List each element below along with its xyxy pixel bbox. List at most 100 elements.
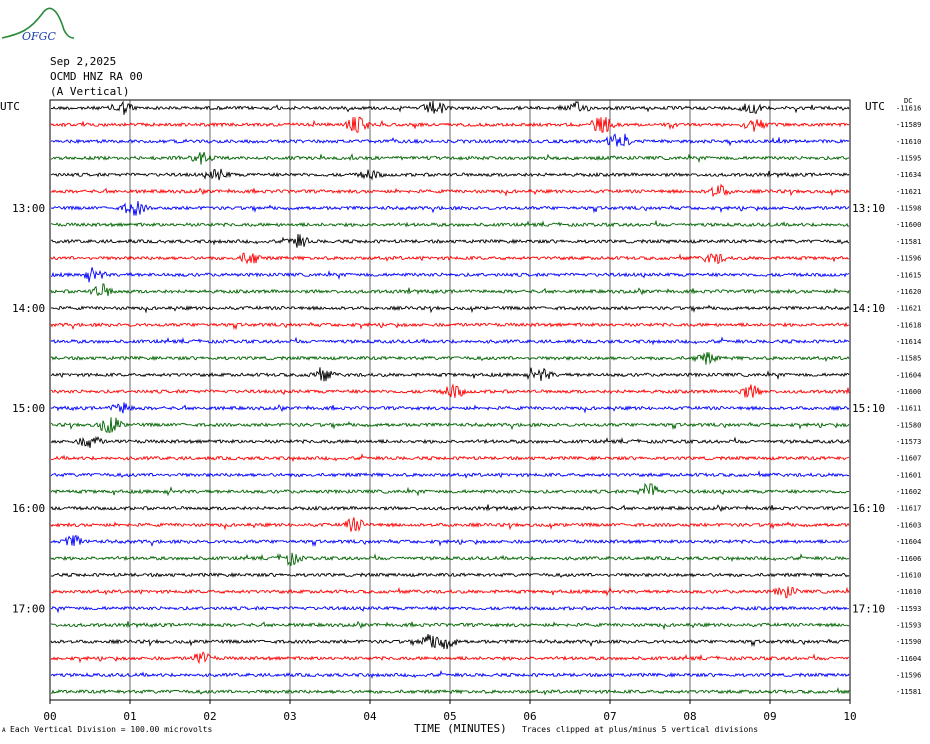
dc-offset-label: -11616: [896, 105, 921, 113]
dc-offset-label: -11621: [896, 188, 921, 196]
dc-offset-label: -11634: [896, 171, 921, 179]
dc-offset-header: DC: [904, 97, 913, 105]
trace-row-14: [50, 336, 850, 346]
trace-row-11: [50, 283, 850, 297]
time-label-left: 17:00: [12, 602, 45, 615]
time-label-left: 14:00: [12, 302, 45, 315]
dc-offset-label: -11603: [896, 521, 921, 529]
clip-note: Traces clipped at plus/minus 5 vertical …: [522, 725, 759, 734]
time-label-right: 14:10: [852, 302, 885, 315]
trace-row-28: [50, 572, 850, 578]
time-label-right: 15:10: [852, 402, 885, 415]
trace-row-3: [50, 151, 850, 165]
dc-offset-label: -11589: [896, 121, 921, 129]
utc-label-right: UTC: [865, 100, 885, 113]
trace-row-9: [50, 252, 850, 265]
dc-offset-label: -11573: [896, 438, 921, 446]
trace-row-16: [50, 367, 850, 382]
dc-offset-label: -11595: [896, 155, 921, 163]
trace-row-24: [50, 504, 850, 513]
logo-swoosh: [1, 7, 75, 39]
x-tick-label: 03: [283, 710, 296, 723]
header-component: (A Vertical): [50, 85, 130, 98]
trace-row-15: [50, 351, 850, 365]
dc-offset-label: -11602: [896, 488, 921, 496]
dc-offset-label: -11596: [896, 255, 921, 263]
dc-offset-label: -11610: [896, 571, 921, 579]
dc-offset-label: -11604: [896, 538, 921, 546]
dc-offset-label: -11610: [896, 588, 921, 596]
dc-offset-label: -11593: [896, 621, 921, 629]
dc-offset-label: -11618: [896, 321, 921, 329]
division-note: Each Vertical Division = 100.00 microvol…: [10, 725, 213, 734]
dc-offset-label: -11607: [896, 455, 921, 463]
dc-offset-label: -11621: [896, 305, 921, 313]
trace-row-17: [50, 383, 850, 398]
trace-row-18: [50, 402, 850, 414]
trace-row-22: [50, 470, 850, 479]
trace-row-26: [50, 534, 850, 548]
trace-row-5: [50, 183, 850, 197]
x-tick-label: 07: [603, 710, 616, 723]
utc-label-left: UTC: [0, 100, 20, 113]
trace-row-21: [50, 453, 850, 463]
time-label-right: 17:10: [852, 602, 885, 615]
dc-offset-label: -11596: [896, 671, 921, 679]
trace-row-23: [50, 483, 850, 497]
dc-offset-label: -11590: [896, 638, 921, 646]
trace-row-1: [50, 116, 850, 133]
x-tick-label: 05: [443, 710, 456, 723]
dc-offset-label: -11611: [896, 405, 921, 413]
trace-row-2: [50, 133, 850, 147]
time-label-left: 13:00: [12, 202, 45, 215]
x-tick-label: 06: [523, 710, 536, 723]
x-tick-label: 01: [123, 710, 136, 723]
x-tick-label: 00: [43, 710, 56, 723]
trace-row-32: [50, 634, 850, 650]
dc-offset-label: -11614: [896, 338, 921, 346]
dc-offset-label: -11581: [896, 238, 921, 246]
x-tick-label: 08: [683, 710, 696, 723]
trace-row-7: [50, 219, 850, 228]
dc-offset-label: -11601: [896, 471, 921, 479]
time-label-left: 16:00: [12, 502, 45, 515]
trace-row-8: [50, 233, 850, 248]
trace-row-27: [50, 552, 850, 567]
trace-row-29: [50, 586, 850, 599]
dc-offset-label: -11598: [896, 205, 921, 213]
dc-offset-label: -11620: [896, 288, 921, 296]
trace-row-10: [50, 267, 850, 283]
x-tick-label: 04: [363, 710, 377, 723]
dc-offset-label: -11600: [896, 221, 921, 229]
dc-offset-label: -11600: [896, 388, 921, 396]
time-label-left: 15:00: [12, 402, 45, 415]
dc-offset-label: -11617: [896, 505, 921, 513]
x-tick-label: 02: [203, 710, 216, 723]
dc-offset-label: -11604: [896, 655, 921, 663]
x-tick-label: 09: [763, 710, 776, 723]
header-station: OCMD HNZ RA 00: [50, 70, 143, 83]
dc-offset-label: -11604: [896, 371, 921, 379]
dc-offset-label: -11581: [896, 688, 921, 696]
ofgc-logo: OFGC: [1, 7, 75, 43]
trace-row-0: [50, 100, 850, 115]
trace-row-30: [50, 605, 850, 614]
trace-row-25: [50, 517, 850, 532]
corner-mark: A: [2, 727, 6, 734]
time-label-right: 13:10: [852, 202, 885, 215]
dc-offset-label: -11615: [896, 271, 921, 279]
trace-row-33: [50, 651, 849, 665]
trace-row-35: [50, 686, 850, 696]
trace-row-13: [50, 321, 850, 331]
trace-row-4: [50, 168, 850, 181]
dc-offset-label: -11593: [896, 605, 921, 613]
x-axis-title: TIME (MINUTES): [414, 722, 507, 735]
trace-row-19: [50, 417, 850, 434]
x-tick-label: 10: [843, 710, 856, 723]
dc-offset-label: -11580: [896, 421, 921, 429]
trace-row-6: [50, 200, 850, 216]
trace-row-20: [50, 435, 850, 448]
logo-text: OFGC: [22, 30, 56, 43]
header-date: Sep 2,2025: [50, 55, 117, 68]
